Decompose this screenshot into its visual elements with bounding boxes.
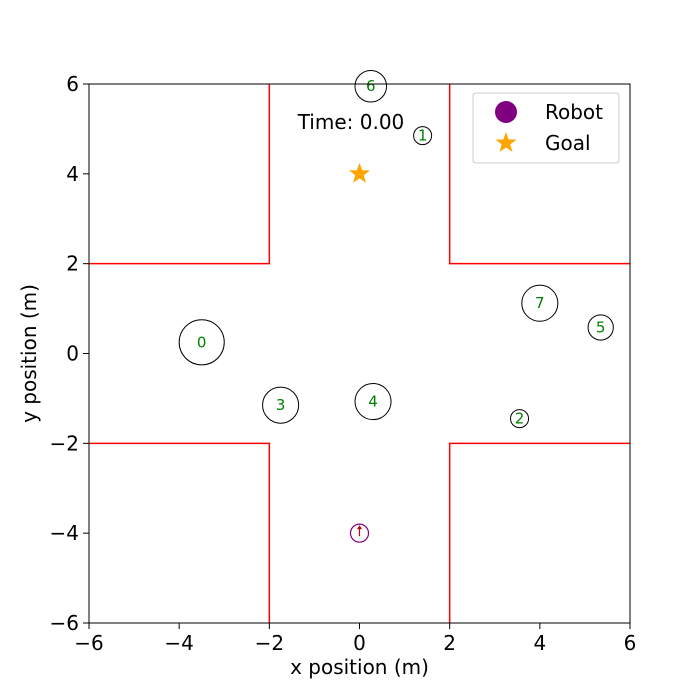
human-label: 6 bbox=[366, 77, 376, 95]
human-7: 7 bbox=[521, 284, 559, 322]
y-tick-label: 4 bbox=[66, 162, 79, 186]
human-circle bbox=[354, 69, 388, 103]
robot-circle bbox=[349, 523, 370, 543]
human-circle bbox=[178, 319, 225, 366]
human-circle bbox=[521, 284, 559, 322]
x-tick-label: −6 bbox=[74, 631, 103, 655]
human-4: 4 bbox=[354, 383, 392, 421]
human-6: 6 bbox=[354, 69, 388, 103]
human-label: 5 bbox=[596, 318, 606, 336]
wall-top-left bbox=[89, 84, 271, 265]
x-tick-label: −2 bbox=[255, 631, 284, 655]
y-tick-label: 6 bbox=[66, 72, 79, 96]
wall-bottom-right bbox=[448, 442, 630, 623]
human-circle bbox=[587, 314, 614, 341]
wall-top-right bbox=[448, 84, 630, 265]
legend: Robot Goal bbox=[472, 92, 620, 164]
human-0: 0 bbox=[178, 319, 225, 366]
human-label: 3 bbox=[276, 396, 286, 414]
human-label: 4 bbox=[368, 393, 378, 411]
x-tick-label: 6 bbox=[624, 631, 637, 655]
legend-robot-marker bbox=[495, 101, 517, 123]
x-tick-label: 4 bbox=[533, 631, 546, 655]
ticks-layer: −6 −4 −2 0 2 4 6 −6 −4 −2 0 2 4 6 bbox=[50, 72, 637, 655]
robot-layer bbox=[349, 523, 370, 543]
y-tick-label: 2 bbox=[66, 252, 79, 276]
goal-layer bbox=[349, 162, 370, 183]
robot-heading-head bbox=[357, 525, 362, 530]
y-tick-label: −2 bbox=[50, 431, 79, 455]
humans-layer: 0 1 2 3 4 5 6 7 bbox=[178, 69, 614, 429]
legend-goal-label: Goal bbox=[545, 131, 591, 155]
legend-robot-label: Robot bbox=[545, 100, 603, 124]
human-3: 3 bbox=[262, 386, 300, 424]
time-label: Time: 0.00 bbox=[297, 110, 405, 134]
goal-star bbox=[349, 162, 370, 183]
x-tick-label: 0 bbox=[353, 631, 366, 655]
y-tick-label: 0 bbox=[66, 342, 79, 366]
human-label: 7 bbox=[535, 294, 545, 312]
human-2: 2 bbox=[510, 409, 530, 429]
wall-bottom-left bbox=[89, 442, 271, 623]
human-label: 2 bbox=[515, 410, 525, 428]
human-circle bbox=[262, 386, 300, 424]
y-tick-label: −6 bbox=[50, 611, 79, 635]
x-tick-label: −4 bbox=[164, 631, 193, 655]
human-circle bbox=[510, 409, 530, 429]
x-tick-label: 2 bbox=[443, 631, 456, 655]
human-label: 1 bbox=[418, 127, 428, 145]
y-tick-label: −4 bbox=[50, 521, 79, 545]
human-circle bbox=[413, 126, 433, 146]
human-1: 1 bbox=[413, 126, 433, 146]
legend-goal-marker bbox=[495, 132, 517, 152]
human-5: 5 bbox=[587, 314, 614, 341]
y-axis-label: y position (m) bbox=[17, 284, 41, 423]
human-circle bbox=[354, 383, 392, 421]
walls-layer bbox=[89, 84, 630, 623]
human-label: 0 bbox=[197, 333, 207, 351]
x-axis-label: x position (m) bbox=[290, 655, 429, 679]
